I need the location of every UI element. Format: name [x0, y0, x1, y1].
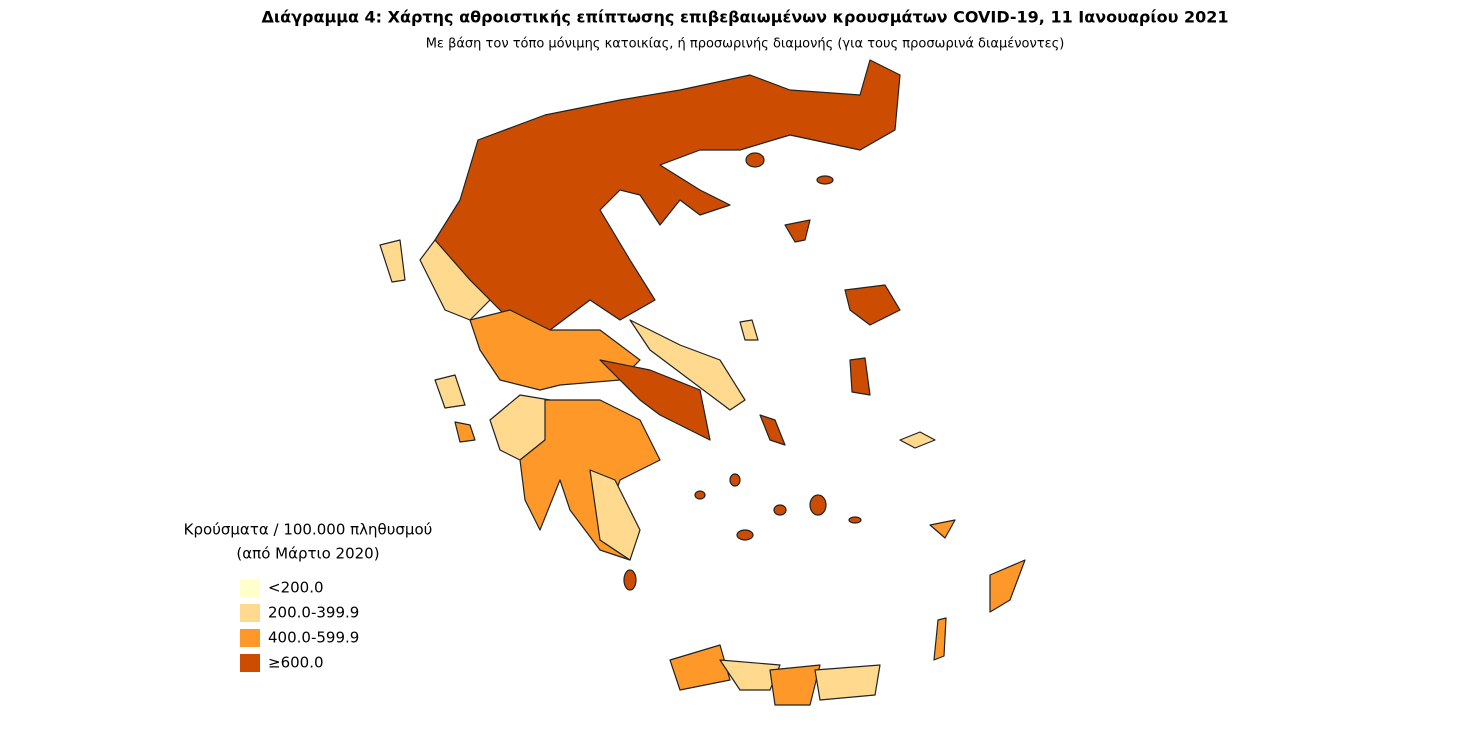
region: [933, 617, 947, 661]
region: [989, 559, 1026, 613]
region: [814, 664, 881, 701]
region: [736, 529, 754, 541]
legend-swatch: [240, 604, 260, 622]
region: [745, 152, 765, 168]
region: [454, 421, 476, 443]
legend-title: (από Μάρτιο 2020): [236, 545, 379, 563]
region: [929, 519, 956, 539]
legend: <200.0 200.0-399.9 400.0-599.9 ≥600.0: [240, 579, 359, 672]
region: [519, 399, 661, 561]
region: [809, 494, 827, 516]
region: [844, 284, 901, 326]
legend-label: ≥600.0: [268, 654, 324, 672]
region: [759, 414, 786, 446]
region: [589, 469, 641, 561]
region: [816, 175, 834, 185]
region: [784, 219, 811, 243]
region: [729, 473, 741, 487]
legend-label: 400.0-599.9: [268, 629, 359, 647]
title: Διάγραμμα 4: Χάρτης αθροιστικής επίπτωση…: [261, 8, 1228, 27]
region: [769, 664, 821, 706]
map: [379, 59, 1026, 706]
legend-label: 200.0-399.9: [268, 604, 359, 622]
region: [629, 319, 746, 411]
region: [669, 644, 731, 691]
region: [599, 359, 711, 441]
legend-swatch: [240, 579, 260, 597]
legend-label: <200.0: [268, 579, 324, 597]
region: [848, 516, 862, 524]
region: [379, 239, 406, 283]
region: [719, 659, 781, 691]
region: [434, 374, 466, 409]
region: [899, 431, 936, 449]
subtitle: Με βάση τον τόπο μόνιμης κατοικίας, ή πρ…: [426, 37, 1065, 52]
region: [849, 357, 871, 396]
legend-swatch: [240, 654, 260, 672]
legend-swatch: [240, 629, 260, 647]
region: [739, 319, 759, 341]
region: [434, 59, 901, 351]
region: [694, 490, 706, 500]
region: [773, 504, 787, 516]
legend-title: Κρούσματα / 100.000 πληθυσμού: [184, 521, 433, 539]
region: [623, 569, 637, 591]
